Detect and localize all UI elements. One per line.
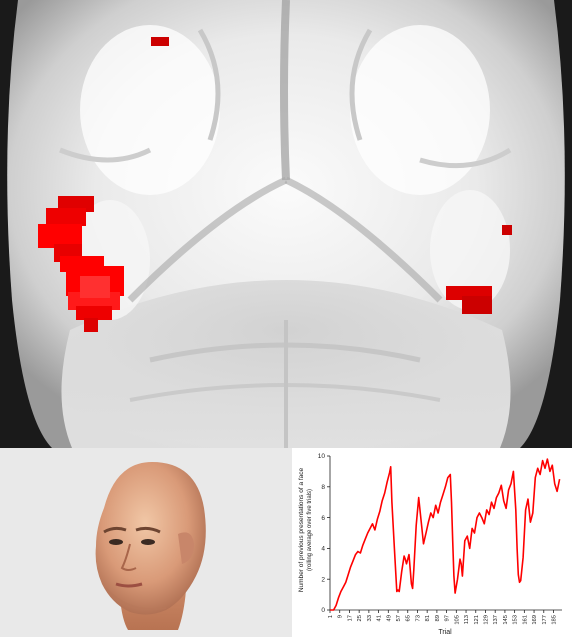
x-tick-label: 25 [357, 615, 363, 621]
x-tick-label: 169 [532, 615, 538, 625]
x-tick-label: 113 [464, 615, 470, 624]
x-tick-label: 57 [396, 615, 402, 621]
x-axis-label: Trial [438, 629, 452, 636]
x-tick-label: 97 [445, 615, 451, 621]
x-tick-label: 161 [522, 615, 528, 625]
y-tick-label: 4 [321, 546, 325, 553]
x-tick-label: 81 [425, 615, 431, 621]
x-tick-label: 65 [406, 615, 412, 621]
x-tick-label: 137 [493, 615, 499, 625]
x-tick-label: 1 [328, 615, 334, 618]
x-tick-label: 49 [386, 615, 392, 621]
y-axis-label-secondary: (rolling average over five trials) [307, 489, 313, 571]
activation-cluster-right [446, 225, 512, 314]
line-chart: Number of previous presentations of a fa… [292, 448, 572, 637]
x-tick-label: 73 [415, 615, 421, 621]
x-tick-label: 129 [483, 615, 489, 625]
activation-cluster-top [151, 37, 169, 46]
x-tick-label: 121 [474, 615, 480, 625]
y-tick-label: 0 [321, 607, 325, 614]
activation-cluster-left [38, 196, 124, 332]
brain-scan [0, 0, 572, 448]
x-tick-label: 41 [377, 615, 383, 621]
y-tick-label: 8 [321, 484, 325, 491]
x-tick-label: 9 [338, 615, 344, 618]
y-tick-label: 2 [321, 576, 325, 583]
axis-lines [329, 456, 562, 611]
y-axis-label: Number of previous presentations of a fa… [298, 467, 305, 592]
face-render-panel [0, 448, 292, 637]
series-line [330, 458, 561, 611]
face-render-icon [95, 462, 206, 630]
x-tick-label: 89 [435, 615, 441, 621]
x-tick-label: 145 [503, 615, 509, 625]
y-tick-label: 6 [321, 515, 325, 522]
x-tick-label: 185 [551, 615, 557, 625]
x-tick-label: 153 [513, 615, 519, 625]
x-tick-label: 33 [367, 615, 373, 621]
y-tick-label: 10 [318, 453, 326, 460]
x-tick-label: 177 [542, 615, 548, 625]
x-tick-label: 17 [347, 615, 353, 621]
x-tick-label: 105 [454, 615, 460, 625]
